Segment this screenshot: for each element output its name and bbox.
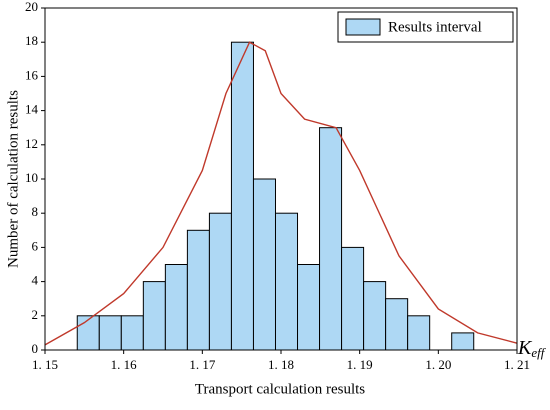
- y-tick-label: 12: [25, 136, 38, 151]
- bar: [407, 315, 431, 351]
- x-symbol-sub: eff: [531, 345, 546, 360]
- bar: [208, 212, 232, 351]
- bar: [341, 246, 365, 351]
- x-tick-label: 1. 16: [111, 357, 138, 372]
- y-tick-label: 0: [32, 341, 39, 356]
- bar: [142, 281, 166, 351]
- bar: [274, 212, 299, 351]
- y-axis-label: Number of calculation results: [5, 90, 21, 268]
- x-tick-label: 1. 15: [32, 357, 58, 372]
- x-axis-label: Transport calculation results: [195, 381, 365, 397]
- x-symbol-main: K: [517, 337, 533, 359]
- legend-swatch: [345, 18, 381, 36]
- bar: [120, 315, 144, 351]
- bar: [98, 315, 122, 351]
- y-tick-label: 18: [25, 33, 38, 48]
- bar: [230, 41, 254, 351]
- y-tick-label: 16: [25, 67, 39, 82]
- y-tick-label: 10: [25, 170, 38, 185]
- legend-label: Results interval: [388, 19, 482, 35]
- bar: [363, 281, 387, 351]
- x-symbol: Keff: [517, 337, 547, 360]
- x-tick-label: 1. 20: [425, 357, 451, 372]
- bar: [252, 178, 276, 351]
- y-tick-label: 2: [32, 307, 39, 322]
- bar: [76, 315, 100, 351]
- density-curve: [44, 41, 518, 346]
- x-tick-label: 1. 19: [347, 357, 373, 372]
- bar: [451, 332, 475, 351]
- y-tick-label: 4: [32, 273, 39, 288]
- x-tick-label: 1. 18: [268, 357, 294, 372]
- bar: [319, 127, 343, 351]
- y-tick-label: 14: [25, 102, 39, 117]
- x-tick-label: 1. 21: [504, 357, 530, 372]
- bar: [385, 298, 409, 351]
- y-tick-label: 6: [32, 238, 39, 253]
- bar: [297, 264, 321, 351]
- bar: [164, 264, 188, 351]
- x-tick-label: 1. 17: [189, 357, 216, 372]
- bar: [186, 229, 210, 351]
- y-tick-label: 8: [32, 204, 39, 219]
- y-tick-label: 20: [25, 0, 38, 14]
